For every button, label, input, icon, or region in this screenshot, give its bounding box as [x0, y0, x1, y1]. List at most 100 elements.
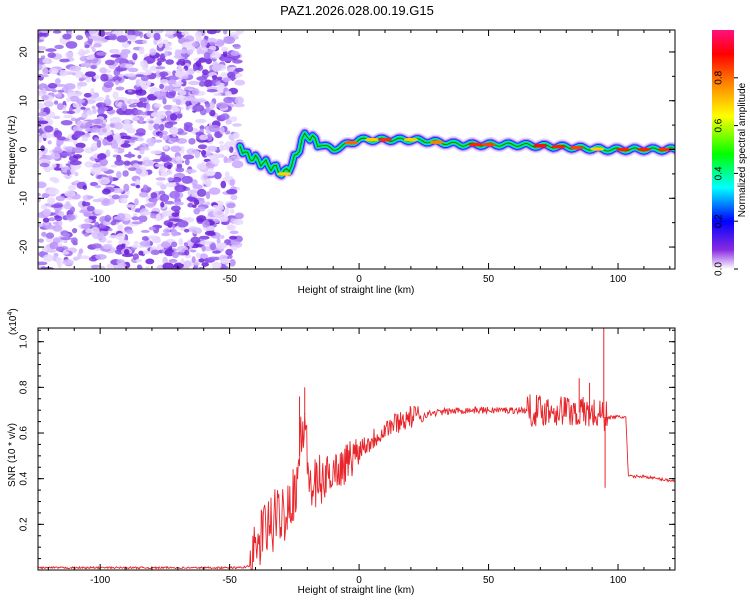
noise-blob: [66, 97, 71, 103]
noise-blob: [73, 256, 79, 261]
noise-blob: [84, 121, 93, 128]
noise-blob: [88, 127, 101, 133]
noise-blob: [41, 192, 50, 199]
noise-blob: [185, 217, 194, 223]
noise-blob: [159, 79, 169, 85]
y-tick-label: 0.4: [19, 471, 30, 485]
noise-blob: [67, 192, 73, 199]
noise-blob: [185, 169, 197, 174]
noise-blob: [114, 122, 124, 130]
noise-blob: [224, 171, 230, 179]
noise-blob: [171, 212, 180, 218]
noise-blob: [220, 235, 225, 239]
noise-blob: [209, 41, 216, 46]
noise-blob: [232, 59, 243, 64]
noise-blob: [47, 197, 56, 205]
noise-blob: [96, 139, 102, 148]
noise-blob: [42, 208, 52, 216]
noise-blob: [162, 262, 174, 269]
noise-blob: [203, 52, 211, 60]
noise-blob: [42, 217, 50, 223]
noise-blob: [215, 40, 225, 46]
noise-blob: [45, 48, 57, 52]
spectrogram-x-ticks: -100 -50 0 50 100: [47, 30, 671, 285]
noise-blob: [234, 96, 244, 105]
noise-blob: [181, 41, 194, 49]
noise-blob: [91, 118, 104, 125]
noise-blob: [194, 31, 202, 39]
ridge-hotspot: [344, 140, 359, 145]
noise-blob: [116, 35, 129, 43]
noise-blob: [97, 107, 105, 115]
noise-blob: [196, 76, 208, 81]
noise-blob: [203, 173, 208, 181]
noise-blob: [66, 214, 76, 221]
noise-blob: [135, 258, 142, 263]
noise-blob: [170, 137, 180, 143]
noise-blob: [144, 203, 156, 208]
noise-blob: [105, 124, 111, 131]
noise-blob: [52, 224, 63, 232]
noise-blob: [164, 121, 174, 129]
noise-blob: [104, 214, 112, 222]
noise-blob: [57, 260, 63, 269]
noise-blob: [47, 52, 56, 59]
noise-blob: [220, 259, 231, 265]
noise-blob: [135, 168, 143, 175]
noise-blob: [59, 58, 70, 63]
noise-blob: [51, 89, 58, 93]
noise-blob: [110, 220, 117, 226]
noise-blob: [216, 102, 228, 109]
noise-blob: [57, 103, 64, 111]
noise-blob: [212, 250, 221, 254]
noise-blob: [138, 265, 143, 269]
noise-blob: [214, 153, 222, 159]
noise-blob: [74, 70, 84, 79]
noise-blob: [38, 102, 44, 110]
noise-blob: [159, 123, 165, 132]
noise-blob: [59, 152, 70, 156]
noise-blob: [186, 196, 197, 201]
noise-blob: [219, 144, 225, 152]
x-tick-label: -100: [90, 274, 110, 285]
noise-blob: [202, 220, 210, 228]
noise-blob: [127, 89, 133, 93]
noise-blob: [205, 191, 211, 200]
noise-blob: [142, 115, 147, 119]
noise-blob: [161, 232, 171, 237]
noise-blob: [145, 266, 150, 269]
noise-blob: [190, 236, 201, 244]
noise-blob: [201, 149, 207, 156]
noise-blob: [208, 187, 221, 195]
noise-blob: [213, 171, 222, 180]
snr-panel: -100 -50 0 50 100 0.2 0.4 0.6 0.8 1.0 Height of …: [7, 308, 676, 596]
y-tick-label: -10: [19, 191, 30, 206]
noise-blob: [183, 124, 189, 132]
noise-blob: [159, 194, 170, 202]
noise-blob: [172, 176, 182, 183]
y-tick-label: 0.2: [19, 517, 30, 531]
noise-blob: [113, 149, 119, 153]
noise-blob: [49, 241, 59, 250]
noise-blob: [93, 43, 102, 48]
noise-blob: [220, 180, 227, 189]
noise-blob: [74, 90, 80, 94]
noise-blob: [183, 242, 188, 247]
noise-blob: [108, 228, 113, 232]
snr-x-label: Height of straight line (km): [298, 585, 415, 596]
ridge-hotspot: [403, 137, 418, 142]
noise-blob: [42, 67, 49, 75]
noise-blob: [72, 126, 80, 132]
noise-blob: [41, 95, 49, 101]
noise-blob: [55, 78, 61, 85]
noise-blob: [229, 146, 234, 153]
noise-blob: [142, 159, 152, 167]
noise-blob: [91, 258, 98, 262]
noise-blob: [68, 185, 77, 191]
x-tick-label: 100: [610, 575, 627, 586]
y-tick-label: 0: [19, 146, 30, 152]
noise-blob: [222, 77, 230, 83]
noise-blob: [191, 227, 203, 235]
noise-blob: [153, 30, 164, 34]
noise-blob: [38, 135, 43, 144]
